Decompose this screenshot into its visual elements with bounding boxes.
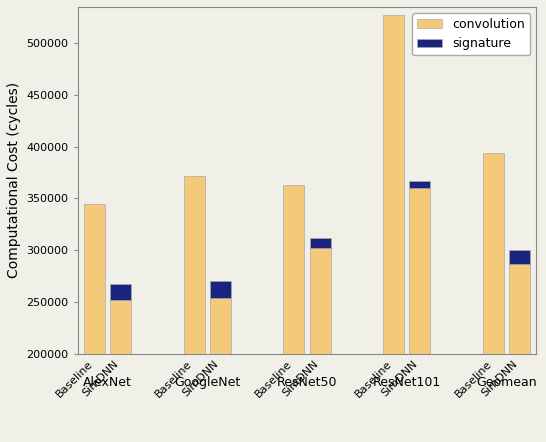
Bar [310,238,331,248]
Bar [210,298,231,354]
Text: ResNet101: ResNet101 [372,377,441,389]
Bar [509,263,530,354]
Legend: convolution, signature: convolution, signature [412,13,530,55]
Bar [383,15,404,354]
Bar [110,284,131,300]
Bar [483,153,504,354]
Bar [509,250,530,263]
Y-axis label: Computational Cost (cycles): Computational Cost (cycles) [7,82,21,278]
Bar [410,188,430,354]
Text: GoogleNet: GoogleNet [174,377,240,389]
Bar [110,300,131,354]
Bar [410,181,430,188]
Text: AlexNet: AlexNet [83,377,132,389]
Bar [183,175,205,354]
Bar [84,204,105,354]
Bar [210,281,231,298]
Text: ResNet50: ResNet50 [277,377,337,389]
Text: Geomean: Geomean [476,377,537,389]
Bar [310,248,331,354]
Bar [283,185,304,354]
